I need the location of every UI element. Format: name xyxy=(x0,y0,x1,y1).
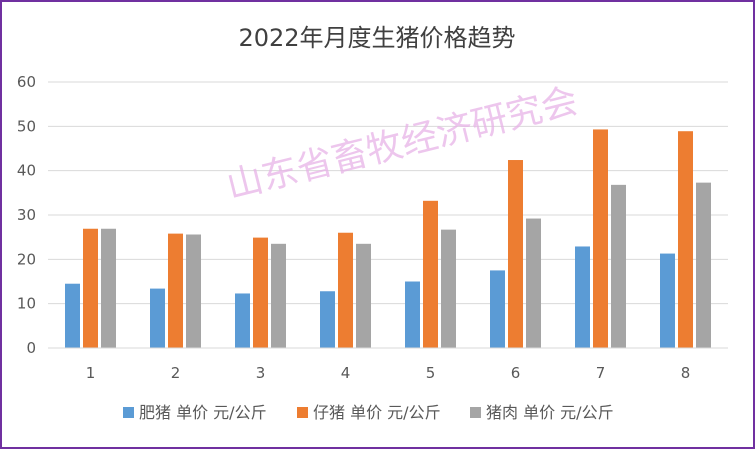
x-tick-label: 7 xyxy=(596,364,606,382)
x-tick-label: 2 xyxy=(171,364,181,382)
bar-series2-cat7 xyxy=(696,182,711,348)
bar-series1-cat3 xyxy=(338,232,353,348)
bar-series0-cat0 xyxy=(65,283,80,348)
y-tick-label: 50 xyxy=(17,117,36,135)
x-tick-label: 1 xyxy=(86,364,96,382)
x-tick-label: 8 xyxy=(681,364,691,382)
bar-series0-cat4 xyxy=(405,281,420,348)
bar-series2-cat1 xyxy=(186,234,201,348)
y-tick-label: 0 xyxy=(26,339,36,357)
legend: 肥猪 单价 元/公斤 仔猪 单价 元/公斤 猪肉 单价 元/公斤 xyxy=(123,403,614,422)
bar-series1-cat0 xyxy=(83,228,98,348)
bar-series0-cat2 xyxy=(235,293,250,348)
y-axis-ticks: 0 10 20 30 40 50 60 xyxy=(17,73,36,357)
bar-series1-cat4 xyxy=(423,200,438,348)
bar-series1-cat1 xyxy=(168,233,183,348)
bar-series2-cat5 xyxy=(526,218,541,348)
bar-series2-cat2 xyxy=(271,243,286,348)
x-tick-label: 5 xyxy=(426,364,436,382)
bar-series0-cat1 xyxy=(150,288,165,348)
watermark-text: 山东省畜牧经济研究会 xyxy=(223,80,582,207)
legend-label-0: 肥猪 单价 元/公斤 xyxy=(139,403,267,422)
bar-series0-cat5 xyxy=(490,270,505,348)
bar-series1-cat6 xyxy=(593,129,608,348)
legend-label-2: 猪肉 单价 元/公斤 xyxy=(486,403,614,422)
y-tick-label: 40 xyxy=(17,162,36,180)
bar-series2-cat4 xyxy=(441,229,456,348)
x-tick-label: 4 xyxy=(341,364,351,382)
legend-swatch-1 xyxy=(297,407,308,418)
bar-series1-cat7 xyxy=(678,131,693,348)
legend-swatch-2 xyxy=(470,407,481,418)
bar-series1-cat2 xyxy=(253,237,268,348)
y-tick-label: 60 xyxy=(17,73,36,91)
bar-series0-cat3 xyxy=(320,291,335,348)
x-tick-label: 6 xyxy=(511,364,521,382)
bar-series2-cat0 xyxy=(101,228,116,348)
bar-series2-cat6 xyxy=(611,184,626,348)
y-tick-label: 20 xyxy=(17,250,36,268)
legend-label-1: 仔猪 单价 元/公斤 xyxy=(313,403,441,422)
bar-series0-cat7 xyxy=(660,253,675,348)
legend-swatch-0 xyxy=(123,407,134,418)
chart-title: 2022年月度生猪价格趋势 xyxy=(238,24,515,52)
y-tick-label: 10 xyxy=(17,295,36,313)
bar-series0-cat6 xyxy=(575,246,590,348)
bar-series2-cat3 xyxy=(356,243,371,348)
bars xyxy=(65,129,711,348)
bar-series1-cat5 xyxy=(508,160,523,348)
y-tick-label: 30 xyxy=(17,206,36,224)
x-axis-ticks: 1 2 3 4 5 6 7 8 xyxy=(86,364,691,382)
x-tick-label: 3 xyxy=(256,364,266,382)
